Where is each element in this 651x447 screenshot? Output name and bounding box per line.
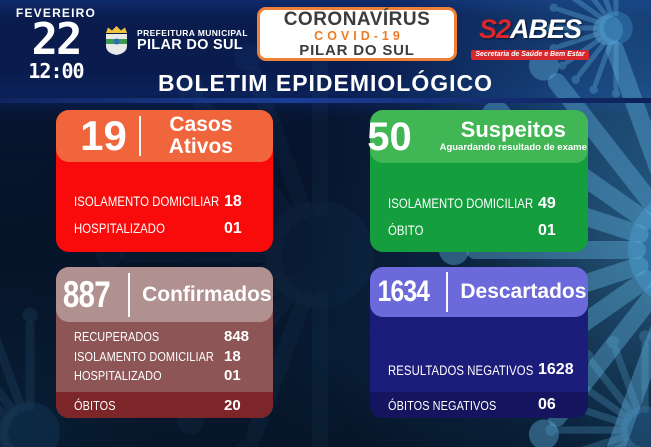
sabes-s2: S2 [478, 14, 511, 44]
stat-row: RECUPERADOS 848 [74, 327, 261, 347]
stat-row: HOSPITALIZADO 01 [74, 366, 261, 386]
stat-value: 01 [224, 367, 241, 385]
stat-label: RESULTADOS NEGATIVOS [388, 362, 534, 378]
confirmados-obitos-strip: ÓBITOS 20 [56, 392, 273, 418]
city-label-line1: PREFEITURA MUNICIPAL [137, 28, 248, 39]
casos-ativos-count: 19 [80, 112, 127, 159]
sabes-logo: S2ABES Secretaria de Saúde e Bem Estar [470, 16, 590, 61]
stat-label: HOSPITALIZADO [74, 368, 162, 384]
stat-row: ISOLAMENTO DOMICILIAR 49 [388, 190, 576, 217]
stat-label: ÓBITOS [74, 397, 116, 413]
stat-label: ISOLAMENTO DOMICILIAR [388, 196, 534, 211]
stat-row: ISOLAMENTO DOMICILIAR 18 [74, 188, 261, 215]
stat-label: ISOLAMENTO DOMICILIAR [74, 348, 214, 364]
header-divider [0, 98, 651, 103]
stat-value: 18 [224, 192, 242, 210]
suspeitos-count: 50 [367, 114, 412, 159]
banner-city: PILAR DO SUL [299, 41, 415, 59]
stat-row: ÓBITO 01 [388, 217, 576, 244]
descartados-rows: RESULTADOS NEGATIVOS 1628 [388, 359, 576, 381]
stat-label: ISOLAMENTO DOMICILIAR [74, 194, 220, 209]
card-confirmados: 887 Confirmados RECUPERADOS 848 ISOLAMEN… [56, 267, 273, 418]
descartados-obitos-strip: ÓBITOS NEGATIVOS 06 [370, 392, 588, 418]
stat-label: RECUPERADOS [74, 329, 160, 345]
stat-value: 848 [224, 328, 250, 346]
stat-label: ÓBITO [388, 223, 424, 238]
descartados-label: Descartados [460, 280, 587, 304]
suspeitos-subtitle: Aguardando resultado de exame [439, 142, 587, 154]
stat-row: HOSPITALIZADO 01 [74, 215, 261, 242]
confirmados-rows: RECUPERADOS 848 ISOLAMENTO DOMICILIAR 18… [74, 327, 261, 386]
card-casos-ativos-header: 19 Casos Ativos [56, 110, 273, 162]
stat-value: 1628 [538, 361, 574, 378]
stat-label: HOSPITALIZADO [74, 221, 165, 236]
date-block: FEVEREIRO 22 12:00 [10, 6, 102, 83]
sabes-tagline: Secretaria de Saúde e Bem Estar [471, 50, 589, 60]
stat-value: 18 [224, 347, 241, 365]
banner-covid: COVID-19 [314, 28, 404, 43]
city-label-line2: PILAR DO SUL [137, 37, 243, 54]
casos-ativos-label: Casos Ativos [168, 113, 233, 158]
stat-value: 06 [538, 396, 556, 413]
suspeitos-rows: ISOLAMENTO DOMICILIAR 49 ÓBITO 01 [388, 190, 576, 244]
card-descartados-header: 1634 Descartados [370, 267, 588, 317]
card-casos-ativos: 19 Casos Ativos ISOLAMENTO DOMICILIAR 18… [56, 110, 273, 252]
date-time: 12:00 [28, 58, 84, 83]
confirmados-label: Confirmados [142, 282, 272, 306]
date-day: 22 [31, 14, 83, 66]
stat-label: ÓBITOS NEGATIVOS [388, 397, 497, 413]
stat-value: 01 [538, 221, 556, 239]
card-suspeitos: 50 Suspeitos Aguardando resultado de exa… [367, 110, 591, 252]
suspeitos-title: Suspeitos [460, 117, 566, 143]
sabes-abes: ABES [510, 14, 582, 44]
descartados-count: 1634 [377, 275, 429, 308]
date-month: FEVEREIRO [15, 6, 97, 20]
casos-ativos-rows: ISOLAMENTO DOMICILIAR 18 HOSPITALIZADO 0… [74, 188, 261, 242]
banner: CORONAVÍRUS COVID-19 PILAR DO SUL [257, 7, 457, 61]
stat-row: ISOLAMENTO DOMICILIAR 18 [74, 347, 261, 367]
stat-value: 20 [224, 396, 241, 414]
card-descartados: 1634 Descartados RESULTADOS NEGATIVOS 16… [370, 267, 588, 418]
card-confirmados-header: 887 Confirmados [56, 267, 273, 322]
page-title: BOLETIM EPIDEMIOLÓGICO [157, 70, 494, 96]
stat-row: RESULTADOS NEGATIVOS 1628 [388, 359, 576, 381]
city-crest-icon [106, 26, 127, 55]
divider-bar [128, 272, 131, 317]
stat-value: 49 [538, 194, 556, 212]
stat-value: 01 [224, 219, 242, 237]
divider-bar [446, 272, 449, 312]
suspeitos-label: Suspeitos Aguardando resultado de exame [436, 119, 591, 153]
card-suspeitos-header: 50 Suspeitos Aguardando resultado de exa… [367, 110, 591, 163]
confirmados-count: 887 [63, 274, 111, 315]
sabes-wordmark: S2ABES [470, 16, 590, 43]
city-hall-logo: PREFEITURA MUNICIPAL PILAR DO SUL [103, 25, 248, 56]
divider-bar [138, 116, 141, 156]
banner-title: CORONAVÍRUS [283, 8, 431, 30]
